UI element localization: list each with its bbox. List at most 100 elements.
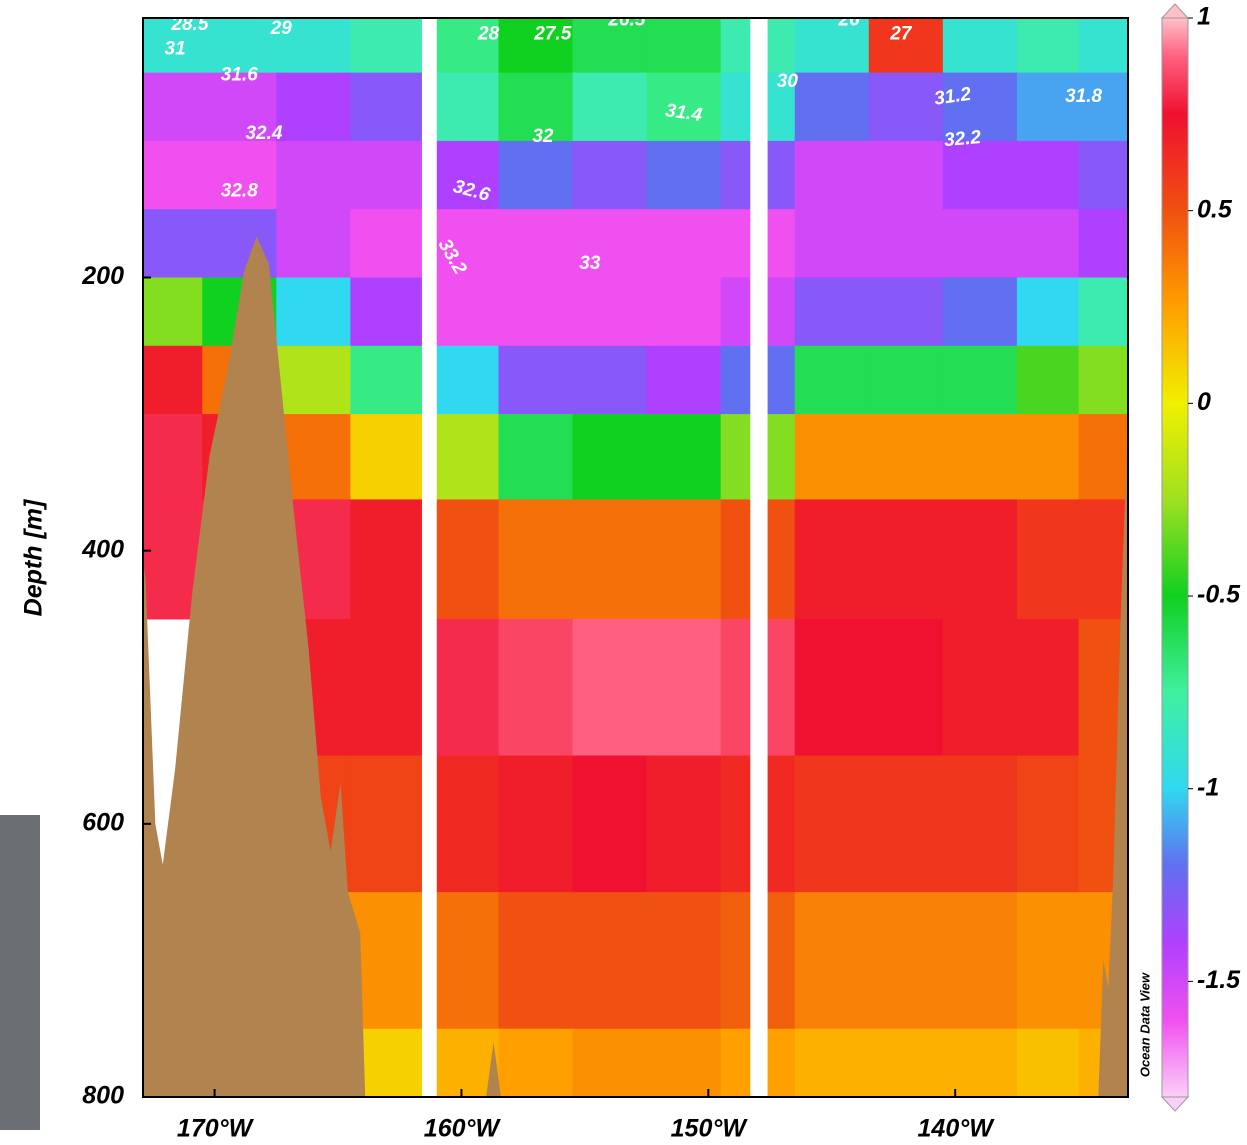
cell xyxy=(869,892,944,1029)
cell xyxy=(1017,756,1079,893)
cell xyxy=(350,209,425,278)
cell xyxy=(869,499,944,619)
cell xyxy=(143,141,203,210)
cell xyxy=(647,18,722,73)
cell xyxy=(1079,414,1129,500)
cell xyxy=(276,278,351,347)
cell xyxy=(869,141,944,210)
cell xyxy=(143,73,203,142)
cell xyxy=(573,1029,648,1098)
colorbar-tick-label: 0.5 xyxy=(1197,195,1233,223)
cell xyxy=(1017,278,1079,347)
cell xyxy=(647,346,722,415)
contour-label: 32.8 xyxy=(221,180,258,201)
cell xyxy=(1017,414,1079,500)
cell xyxy=(1017,346,1079,415)
cell xyxy=(1017,1029,1079,1098)
colorbar-bottom-cap xyxy=(1162,1097,1188,1111)
plot-area: 28.5292827.526.526273131.632.432.832.632… xyxy=(141,10,1129,1098)
cell xyxy=(943,619,1018,756)
cell xyxy=(943,756,1018,893)
cell xyxy=(498,619,573,756)
cell xyxy=(943,141,1018,210)
cell xyxy=(943,892,1018,1029)
contour-label: 28.5 xyxy=(170,14,208,35)
cell xyxy=(943,209,1018,278)
cell xyxy=(795,73,870,142)
cell xyxy=(1017,209,1079,278)
cell xyxy=(276,209,351,278)
contour-label: 31.8 xyxy=(1065,86,1102,107)
contour-label: 32.2 xyxy=(943,127,982,151)
cell xyxy=(647,756,722,893)
cell xyxy=(276,73,351,142)
cell xyxy=(276,141,351,210)
cell xyxy=(143,346,203,415)
cell xyxy=(350,278,425,347)
y-tick-label: 800 xyxy=(82,1082,124,1110)
y-tick-label: 600 xyxy=(82,808,124,836)
contour-label: 26.5 xyxy=(607,10,645,31)
cell xyxy=(1079,18,1129,73)
colorbar-tick-label: -0.5 xyxy=(1197,581,1241,609)
no-data-gap xyxy=(750,18,767,1097)
cell xyxy=(573,73,648,142)
cell xyxy=(943,278,1018,347)
cell xyxy=(498,499,573,619)
cell xyxy=(350,619,425,756)
contour-label: 32 xyxy=(532,126,554,147)
cell xyxy=(573,892,648,1029)
contour-label: 32.4 xyxy=(245,123,282,144)
cell xyxy=(869,1029,944,1098)
cell xyxy=(498,1029,573,1098)
cell xyxy=(795,1029,870,1098)
cell xyxy=(795,141,870,210)
cell xyxy=(943,414,1018,500)
cell xyxy=(1079,141,1129,210)
cell xyxy=(498,892,573,1029)
cell xyxy=(573,756,648,893)
colorbar-tick-label: 0 xyxy=(1197,388,1211,416)
cell xyxy=(795,756,870,893)
cell xyxy=(498,278,573,347)
cell xyxy=(143,278,203,347)
contour-label: 30 xyxy=(777,71,799,92)
cell xyxy=(647,1029,722,1098)
cell xyxy=(498,209,573,278)
watermark: Ocean Data View xyxy=(1137,972,1152,1077)
cell xyxy=(498,141,573,210)
cell xyxy=(1079,209,1129,278)
cell xyxy=(647,209,722,278)
cell xyxy=(1017,18,1079,73)
cell xyxy=(350,141,425,210)
x-tick-label: 150°W xyxy=(671,1115,749,1143)
contour-label: 26 xyxy=(837,10,860,31)
cell xyxy=(143,414,203,500)
cell xyxy=(573,346,648,415)
cell xyxy=(1017,619,1079,756)
contour-label: 31 xyxy=(165,38,186,59)
x-tick-label: 170°W xyxy=(177,1115,255,1143)
contour-label: 27 xyxy=(889,23,913,44)
cell xyxy=(869,209,944,278)
cell xyxy=(943,18,1018,73)
x-tick-label: 160°W xyxy=(424,1115,502,1143)
contour-label: 29 xyxy=(270,18,293,39)
cell xyxy=(795,346,870,415)
cell xyxy=(869,414,944,500)
cell xyxy=(943,1029,1018,1098)
cell xyxy=(869,756,944,893)
colorbar-tick-label: -1.5 xyxy=(1197,966,1241,994)
cell xyxy=(276,346,351,415)
cell xyxy=(350,414,425,500)
cell xyxy=(795,892,870,1029)
cell xyxy=(1017,892,1079,1029)
cell xyxy=(647,619,722,756)
cell xyxy=(350,18,425,73)
cell xyxy=(573,141,648,210)
colorbar-tick-label: 1 xyxy=(1197,3,1211,31)
cell xyxy=(795,209,870,278)
cell xyxy=(498,414,573,500)
cell xyxy=(795,278,870,347)
